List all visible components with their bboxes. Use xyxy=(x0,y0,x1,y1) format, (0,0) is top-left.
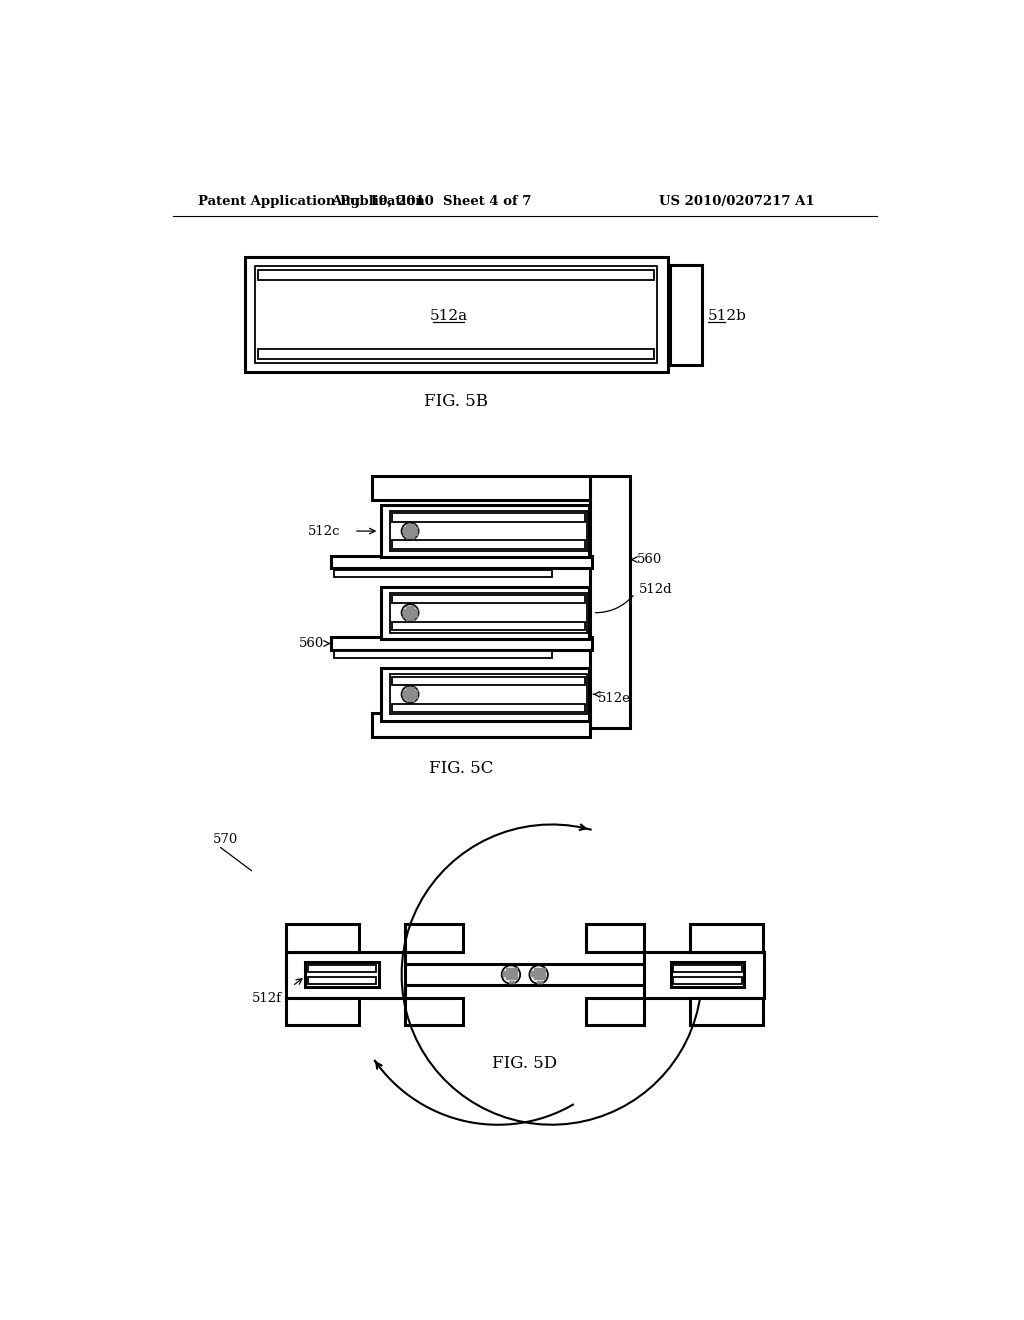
Text: Aug. 19, 2010  Sheet 4 of 7: Aug. 19, 2010 Sheet 4 of 7 xyxy=(331,195,531,209)
Text: US 2010/0207217 A1: US 2010/0207217 A1 xyxy=(658,195,814,209)
Circle shape xyxy=(401,686,419,702)
Circle shape xyxy=(401,605,419,622)
Text: 560: 560 xyxy=(637,553,662,566)
Bar xyxy=(245,257,668,372)
Bar xyxy=(690,924,764,952)
Bar xyxy=(258,350,654,359)
Bar xyxy=(286,924,359,952)
Bar xyxy=(372,475,590,500)
Bar xyxy=(392,704,585,711)
Bar xyxy=(331,556,592,568)
Bar xyxy=(307,977,376,983)
Bar xyxy=(258,271,654,280)
Bar xyxy=(286,998,359,1026)
Text: 512d: 512d xyxy=(639,583,673,597)
Text: 570: 570 xyxy=(213,833,239,846)
Bar xyxy=(331,638,592,649)
Bar xyxy=(674,977,742,983)
Bar xyxy=(644,952,764,998)
Text: Patent Application Publication: Patent Application Publication xyxy=(199,195,425,209)
Bar xyxy=(690,998,764,1026)
Bar xyxy=(590,475,631,729)
Bar xyxy=(286,952,406,998)
Bar xyxy=(372,713,590,738)
Bar xyxy=(671,962,744,987)
Circle shape xyxy=(401,523,419,540)
Bar xyxy=(392,677,585,685)
Bar xyxy=(390,511,587,552)
Bar xyxy=(392,513,585,521)
Bar xyxy=(381,668,589,721)
Circle shape xyxy=(502,965,520,983)
Bar xyxy=(670,265,701,364)
Text: 560: 560 xyxy=(299,638,325,649)
Bar xyxy=(392,595,585,603)
Bar xyxy=(390,593,587,632)
Bar xyxy=(587,924,644,952)
Text: 512a: 512a xyxy=(429,309,468,323)
Bar xyxy=(406,924,463,952)
Text: 512e: 512e xyxy=(598,692,631,705)
Bar xyxy=(674,965,742,973)
Bar xyxy=(392,540,585,549)
Bar xyxy=(307,965,376,973)
Bar xyxy=(286,964,764,985)
Text: 512b: 512b xyxy=(708,309,746,323)
Bar xyxy=(334,570,552,577)
Text: FIG. 5B: FIG. 5B xyxy=(424,393,488,411)
Bar xyxy=(390,675,587,714)
Bar xyxy=(587,998,644,1026)
Bar xyxy=(406,998,463,1026)
Bar xyxy=(334,651,552,659)
Text: 512f: 512f xyxy=(252,991,283,1005)
Bar xyxy=(255,267,657,363)
Text: FIG. 5D: FIG. 5D xyxy=(493,1056,557,1072)
Text: FIG. 5C: FIG. 5C xyxy=(429,760,494,776)
Bar xyxy=(305,962,379,987)
Bar xyxy=(381,586,589,639)
Text: 512c: 512c xyxy=(308,524,341,537)
Bar xyxy=(392,622,585,631)
Circle shape xyxy=(529,965,548,983)
Bar xyxy=(381,504,589,557)
